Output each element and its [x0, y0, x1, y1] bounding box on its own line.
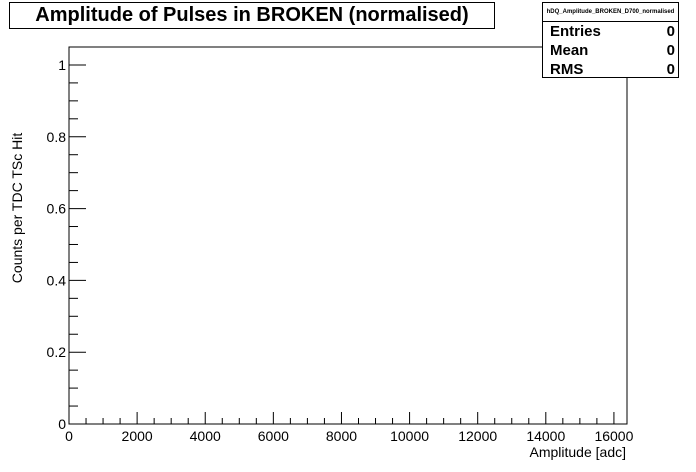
y-tick-label: 0.8: [47, 129, 67, 145]
stats-row-mean: Mean 0: [543, 41, 678, 60]
y-tick-label: 0: [58, 416, 66, 432]
x-tick-label: 4000: [190, 428, 221, 444]
stats-row-entries: Entries 0: [543, 22, 678, 41]
y-tick-label: 1: [58, 57, 66, 73]
x-tick-label: 0: [65, 428, 73, 444]
x-tick-label: 6000: [258, 428, 289, 444]
x-tick-label: 2000: [122, 428, 153, 444]
chart-title: Amplitude of Pulses in BROKEN (normalise…: [9, 2, 495, 29]
x-axis-label: Amplitude [adc]: [530, 444, 627, 460]
y-tick-label: 0.4: [47, 272, 67, 288]
x-tick-label: 12000: [458, 428, 497, 444]
stats-rms-value: 0: [666, 61, 675, 78]
stats-box: hDQ_Amplitude_BROKEN_D700_normalised Ent…: [542, 2, 679, 78]
x-tick-label: 10000: [390, 428, 429, 444]
y-tick-label: 0.6: [47, 201, 67, 217]
stats-mean-value: 0: [666, 42, 675, 59]
x-tick-label: 16000: [594, 428, 633, 444]
stats-mean-label: Mean: [550, 42, 589, 59]
stats-entries-label: Entries: [550, 23, 601, 40]
x-tick-label: 14000: [526, 428, 565, 444]
stats-entries-value: 0: [666, 23, 675, 40]
plot-frame: [68, 46, 628, 425]
y-tick-label: 0.2: [47, 344, 67, 360]
y-axis-label: Counts per TDC TSc Hit: [9, 133, 25, 284]
axes-group: 0 2000 4000 6000 8000 10000 12000 14000 16000 0 0.…: [47, 46, 634, 444]
stats-rms-label: RMS: [550, 61, 584, 78]
stats-row-rms: RMS 0: [543, 60, 678, 79]
x-tick-label: 8000: [326, 428, 357, 444]
stats-histogram-name: hDQ_Amplitude_BROKEN_D700_normalised: [543, 3, 678, 22]
